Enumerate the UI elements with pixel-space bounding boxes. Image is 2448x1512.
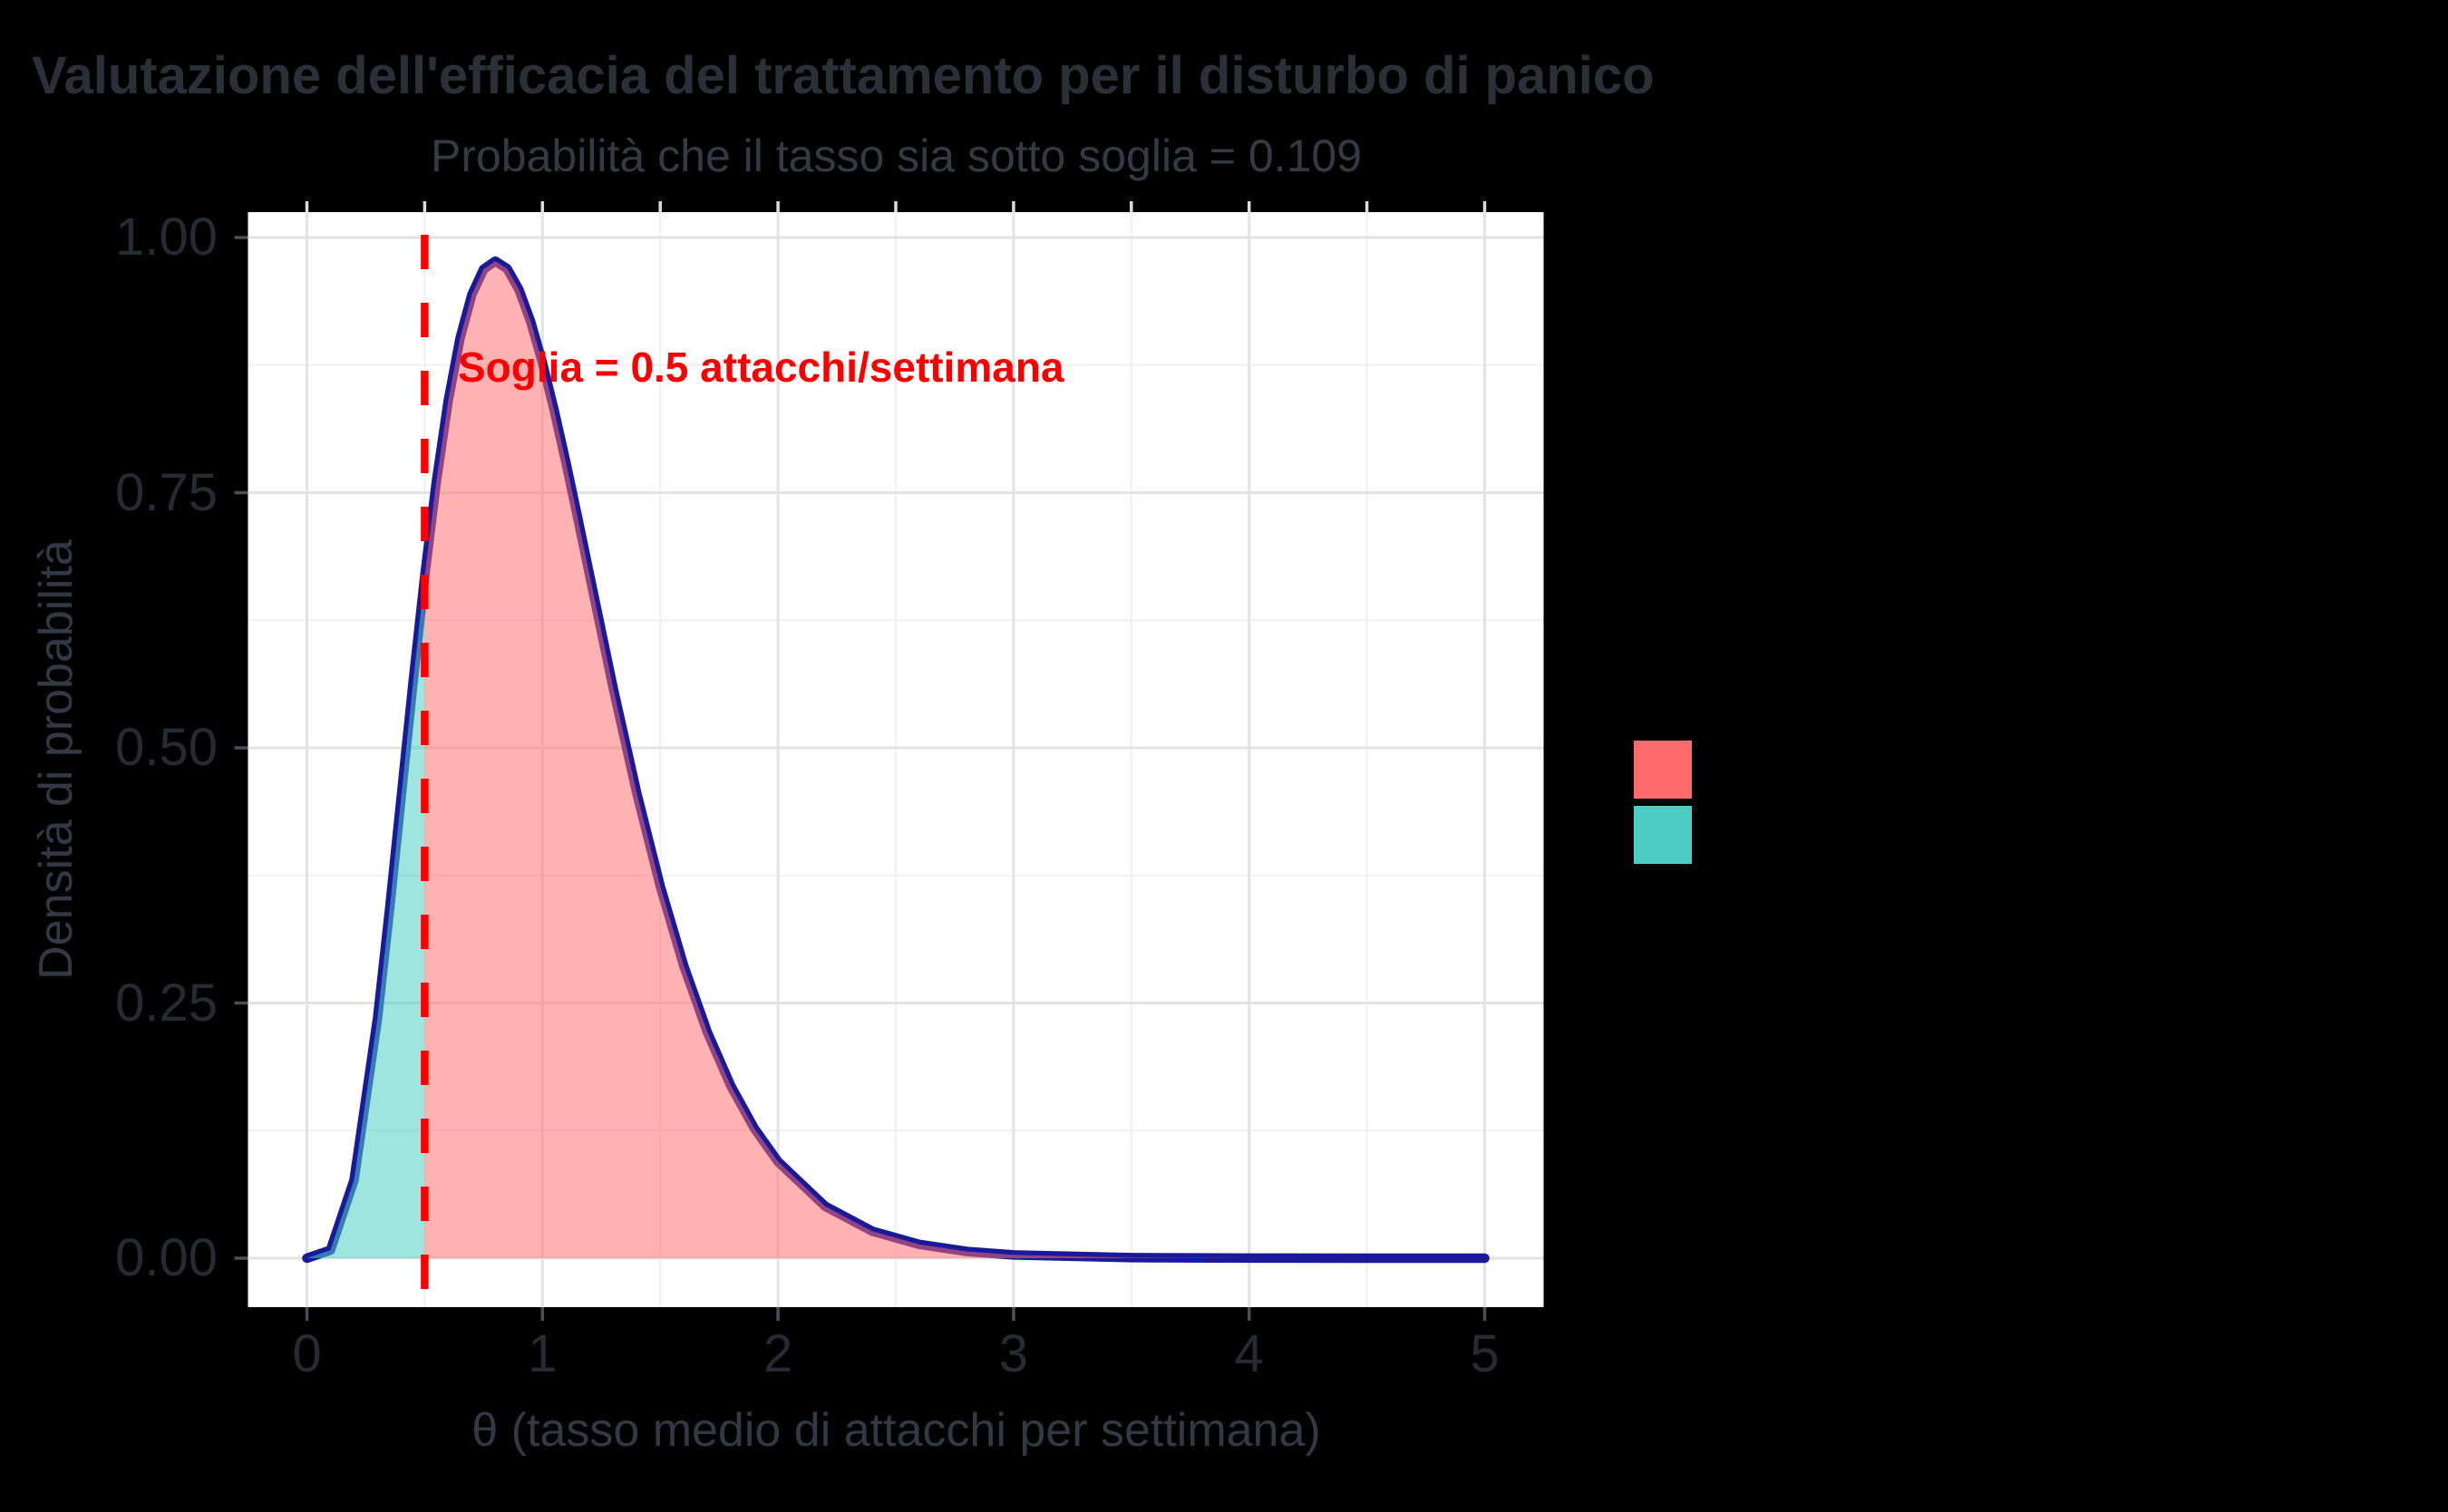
x-tick-label: 2 [763,1324,793,1383]
legend-swatch-above-threshold [1634,741,1692,799]
y-tick-label: 0.50 [115,718,218,777]
y-tick-label: 0.75 [115,462,218,522]
y-tick-label: 0.00 [115,1228,218,1287]
x-tick-label: 0 [292,1324,322,1383]
x-tick-label: 5 [1470,1324,1500,1383]
plot-title: Valutazione dell'efficacia del trattamen… [32,46,1655,105]
x-tick-label: 3 [998,1324,1029,1383]
x-tick-label: 1 [528,1324,558,1383]
y-tick-label: 1.00 [115,208,218,267]
area-below-threshold [306,576,425,1258]
legend-swatch-below-threshold [1634,806,1692,864]
x-tick-label: 4 [1234,1324,1264,1383]
threshold-annotation: Soglia = 0.5 attacchi/settimana [458,344,1064,391]
plot-subtitle: Probabilità che il tasso sia sotto sogli… [430,131,1362,181]
area-above-threshold [424,261,1485,1259]
x-axis-title: θ (tasso medio di attacchi per settimana… [471,1404,1321,1457]
y-tick-label: 0.25 [115,973,218,1032]
